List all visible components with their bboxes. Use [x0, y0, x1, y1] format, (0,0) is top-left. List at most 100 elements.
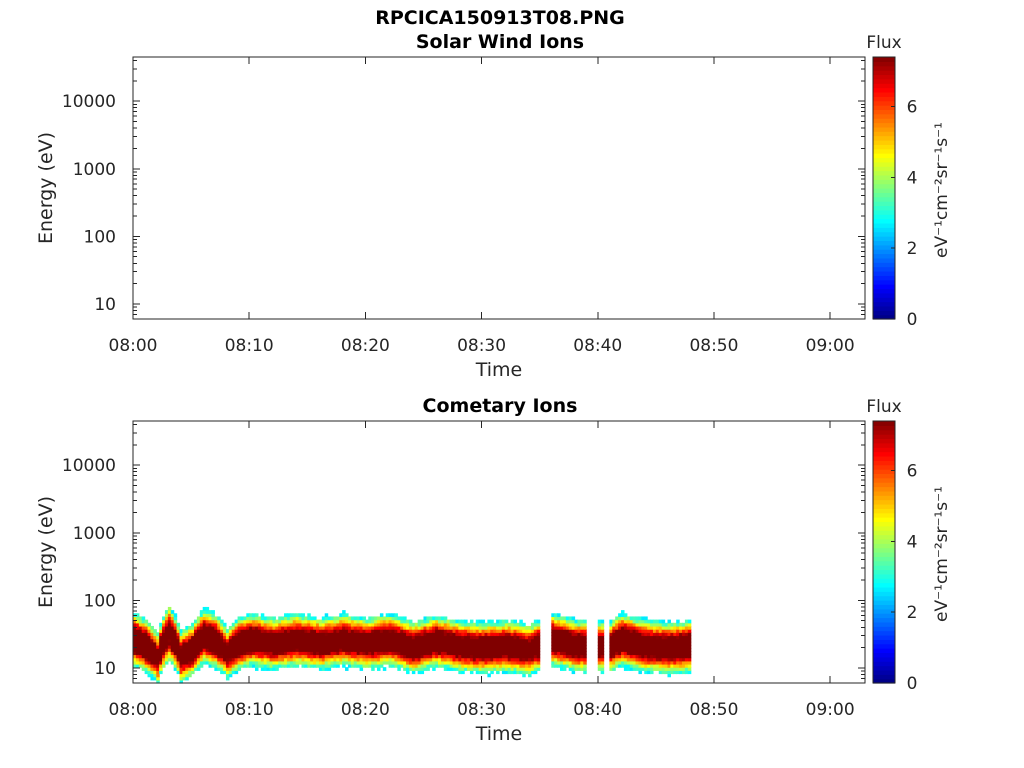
heatmap-cell — [429, 657, 433, 662]
heatmap-cell — [615, 660, 619, 665]
heatmap-cell — [635, 651, 640, 656]
heatmap-cell — [199, 632, 204, 637]
heatmap-cell — [568, 657, 573, 662]
heatmap-cell — [237, 632, 242, 637]
heatmap-cell — [240, 625, 244, 630]
heatmap-cell — [435, 660, 439, 665]
colorbar-swatch — [873, 442, 895, 448]
heatmap-cell — [490, 632, 494, 637]
heatmap-cell — [449, 648, 454, 652]
heatmap-cell — [240, 629, 244, 633]
heatmap-cell — [342, 644, 346, 649]
heatmap-cell — [501, 648, 506, 652]
heatmap-cell — [286, 619, 291, 624]
heatmap-cell — [379, 613, 384, 618]
heatmap-cell — [176, 660, 181, 665]
heatmap-cell — [673, 648, 677, 652]
heatmap-cell — [144, 660, 149, 665]
heatmap-cell — [347, 654, 352, 659]
colorbar-swatch — [873, 438, 895, 444]
heatmap-cell — [379, 629, 384, 633]
heatmap-layer — [133, 606, 692, 684]
heatmap-cell — [257, 660, 262, 665]
heatmap-cell — [231, 629, 236, 633]
heatmap-cell — [173, 648, 178, 652]
heatmap-cell — [173, 657, 178, 662]
heatmap-cell — [580, 622, 584, 627]
heatmap-cell — [167, 632, 172, 637]
heatmap-cell — [147, 644, 152, 649]
heatmap-cell — [214, 663, 218, 668]
heatmap-cell — [167, 641, 172, 646]
heatmap-cell — [342, 657, 346, 662]
heatmap-cell — [423, 622, 427, 627]
heatmap-cell — [255, 667, 259, 671]
heatmap-cell — [397, 667, 401, 671]
heatmap-cell — [530, 622, 535, 627]
figure-title: RPCICA150913T08.PNG — [375, 7, 625, 29]
colorbar-swatch — [873, 665, 895, 671]
heatmap-cell — [362, 622, 366, 627]
heatmap-cell — [243, 619, 247, 624]
heatmap-cell — [406, 663, 410, 668]
heatmap-cell — [199, 635, 204, 640]
heatmap-cell — [478, 660, 483, 665]
y-tick-label: 10000 — [62, 92, 116, 112]
heatmap-cell — [194, 632, 198, 637]
heatmap-cell — [135, 648, 140, 652]
heatmap-cell — [493, 629, 497, 633]
heatmap-cell — [144, 667, 149, 671]
heatmap-cell — [269, 629, 274, 633]
heatmap-cell — [597, 632, 602, 637]
heatmap-cell — [679, 638, 683, 643]
heatmap-cell — [272, 638, 276, 643]
heatmap-cell — [469, 625, 474, 630]
heatmap-cell — [199, 625, 204, 630]
heatmap-cell — [652, 629, 657, 633]
heatmap-cell — [365, 619, 369, 624]
heatmap-cell — [164, 635, 169, 640]
heatmap-cell — [217, 651, 221, 656]
heatmap-cell — [255, 657, 259, 662]
heatmap-cell — [406, 629, 410, 633]
heatmap-cell — [292, 625, 297, 630]
heatmap-cell — [684, 670, 689, 675]
heatmap-cell — [629, 654, 634, 659]
heatmap-cell — [141, 660, 146, 665]
heatmap-cell — [307, 651, 311, 656]
heatmap-cell — [626, 616, 631, 621]
heatmap-cell — [557, 616, 561, 621]
heatmap-cell — [673, 670, 677, 675]
colorbar-swatch — [873, 305, 895, 311]
heatmap-cell — [408, 629, 413, 633]
colorbar-swatch — [873, 499, 895, 505]
heatmap-cell — [199, 629, 204, 633]
heatmap-cell — [327, 663, 332, 668]
heatmap-cell — [234, 622, 239, 627]
heatmap-cell — [455, 657, 459, 662]
heatmap-cell — [411, 635, 416, 640]
heatmap-cell — [269, 625, 274, 630]
heatmap-cell — [464, 632, 468, 637]
heatmap-cell — [379, 663, 384, 668]
heatmap-cell — [571, 663, 576, 668]
heatmap-cell — [208, 641, 213, 646]
heatmap-cell — [164, 619, 169, 624]
heatmap-cell — [560, 625, 564, 630]
heatmap-cell — [510, 663, 515, 668]
heatmap-cell — [472, 638, 477, 643]
heatmap-cell — [286, 654, 291, 659]
heatmap-cell — [368, 644, 372, 649]
heatmap-cell — [257, 638, 262, 643]
heatmap-cell — [228, 629, 233, 633]
heatmap-cell — [676, 648, 680, 652]
heatmap-cell — [147, 654, 152, 659]
heatmap-cell — [347, 644, 352, 649]
heatmap-cell — [162, 635, 166, 640]
heatmap-cell — [385, 619, 390, 624]
heatmap-cell — [452, 622, 457, 627]
heatmap-cell — [347, 648, 352, 652]
heatmap-cell — [394, 644, 398, 649]
heatmap-cell — [164, 651, 169, 656]
heatmap-cell — [516, 638, 520, 643]
